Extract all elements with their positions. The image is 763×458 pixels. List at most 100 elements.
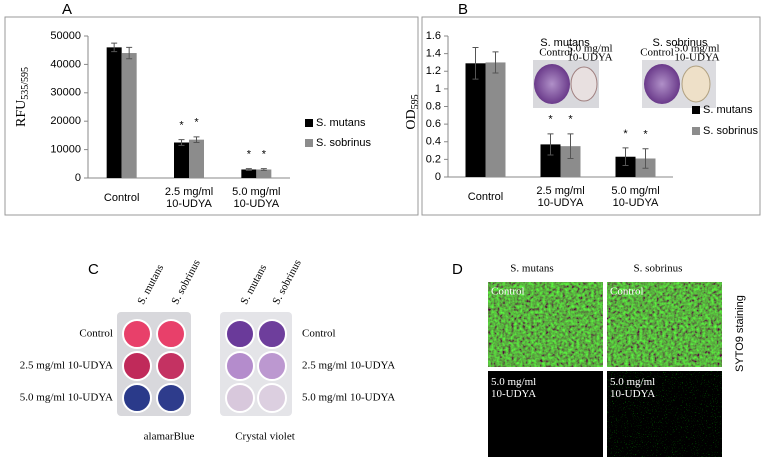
significance-mark: *: [194, 117, 199, 129]
bar: [615, 156, 636, 177]
unstained-well: [681, 65, 711, 103]
well: [156, 351, 186, 381]
y-tick-label: 0.8: [426, 100, 441, 112]
error-bar: [492, 51, 499, 74]
tile-label: Control: [610, 286, 644, 298]
column-label: S. sobrinus: [270, 258, 304, 307]
legend-swatch: [692, 127, 700, 135]
significance-mark: *: [643, 129, 648, 141]
significance-mark: *: [262, 149, 267, 161]
error-bar: [260, 168, 267, 171]
y-tick-label: 1.2: [426, 65, 441, 77]
wells: [122, 319, 287, 413]
bar: [485, 62, 506, 177]
microscopy-tile: [607, 282, 722, 367]
bar: [540, 144, 561, 177]
panel-label: C: [88, 261, 99, 278]
y-tick-label: 30000: [50, 87, 81, 99]
significance-mark: *: [247, 149, 252, 161]
error-bar: [642, 148, 649, 169]
well: [156, 319, 186, 349]
legend-swatch: [305, 119, 313, 127]
row-label: 5.0 mg/ml 10-UDYA: [20, 392, 113, 404]
column-label: S. mutans: [510, 263, 553, 275]
y-axis-label: OD595: [404, 94, 421, 129]
tile-label: 5.0 mg/ml 10-UDYA: [610, 376, 655, 400]
inset-label: 5.0 mg/ml 10-UDYA: [567, 42, 612, 63]
error-bar: [245, 168, 252, 171]
side-label: SYTO9 staining: [734, 295, 746, 372]
legend-label: S. sobrinus: [703, 125, 759, 137]
y-tick-label: 1.4: [426, 48, 441, 60]
column-label: S. mutans: [135, 263, 166, 307]
column-label: S. mutans: [238, 263, 269, 307]
y-label-sub: 595: [410, 94, 421, 109]
well: [122, 319, 152, 349]
y-tick-label: 1: [435, 83, 441, 95]
bar: [241, 169, 257, 178]
legend-label: S. mutans: [703, 104, 753, 116]
column-label: S. sobrinus: [169, 258, 203, 307]
x-tick-label: Control: [104, 192, 139, 204]
well: [122, 351, 152, 381]
stained-well: [534, 64, 570, 104]
unstained-well: [570, 66, 598, 102]
bar: [121, 53, 137, 178]
significance-mark: *: [179, 120, 184, 132]
y-tick-label: 0.4: [426, 136, 441, 148]
y-label-text: RFU: [14, 100, 29, 127]
legend-label: S. mutans: [316, 117, 366, 129]
x-tick-label: 5.0 mg/ml 10-UDYA: [611, 185, 659, 209]
panel-label: D: [452, 261, 463, 278]
well: [257, 383, 287, 413]
error-bar: [567, 133, 574, 159]
significance-mark: *: [548, 114, 553, 126]
y-label-text: OD: [404, 109, 419, 129]
inset-title: S. mutans: [540, 37, 590, 49]
y-tick-label: 40000: [50, 58, 81, 70]
error-bar: [547, 133, 554, 156]
error-bar: [126, 46, 133, 60]
caption: alamarBlue: [144, 431, 195, 443]
y-tick-label: 0.2: [426, 153, 441, 165]
error-bar: [111, 42, 118, 53]
bar: [174, 142, 189, 178]
bar: [189, 139, 204, 178]
microscopy-tile: [488, 282, 603, 367]
well: [122, 383, 152, 413]
tile-label: Control: [491, 286, 525, 298]
panel-a-frame: [4, 16, 419, 216]
inset-label: 5.0 mg/ml 10-UDYA: [674, 42, 719, 63]
y-tick-label: 1.6: [426, 30, 441, 42]
row-label: 2.5 mg/ml 10-UDYA: [302, 360, 395, 372]
y-tick-label: 0.6: [426, 118, 441, 130]
error-bar: [178, 139, 185, 146]
tile-label: 5.0 mg/ml 10-UDYA: [491, 376, 536, 400]
well: [257, 351, 287, 381]
well: [225, 319, 255, 349]
y-axis-label: RFU535/595: [14, 67, 31, 127]
error-bar: [472, 46, 479, 80]
x-tick-label: 2.5 mg/ml 10-UDYA: [536, 185, 584, 209]
well: [156, 383, 186, 413]
bar: [256, 169, 272, 178]
panel-label: B: [458, 1, 468, 18]
panel-b-frame: [421, 16, 761, 216]
microscopy-tile: [488, 371, 603, 457]
bar: [560, 146, 581, 177]
inset-title: S. sobrinus: [652, 37, 708, 49]
significance-mark: *: [568, 114, 573, 126]
well: [257, 319, 287, 349]
significance-mark: *: [623, 128, 628, 140]
error-bar: [622, 147, 629, 167]
y-tick-label: 10000: [50, 144, 81, 156]
well: [225, 383, 255, 413]
bar: [106, 47, 122, 178]
x-tick-label: 5.0 mg/ml 10-UDYA: [232, 186, 280, 210]
x-tick-label: 2.5 mg/ml 10-UDYA: [165, 186, 213, 210]
row-label: 5.0 mg/ml 10-UDYA: [302, 392, 395, 404]
panel-label: A: [62, 1, 72, 18]
y-tick-label: 20000: [50, 115, 81, 127]
row-label: Control: [302, 328, 336, 340]
